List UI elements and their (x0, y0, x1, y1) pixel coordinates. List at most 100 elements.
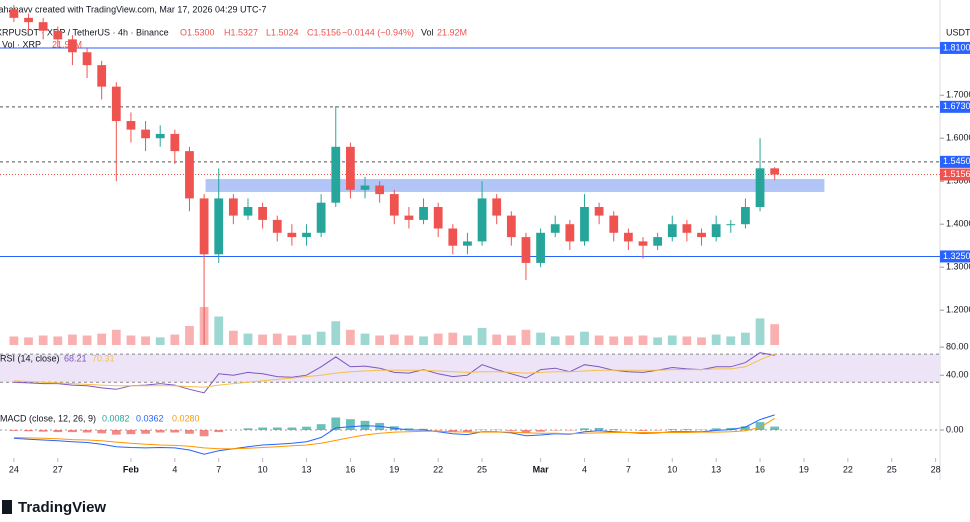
candle-body (214, 198, 224, 255)
candle-body (404, 215, 414, 220)
candle-body (331, 146, 341, 203)
histogram-bar (53, 430, 63, 433)
volume-bar (667, 335, 677, 345)
volume-bar (550, 336, 560, 345)
volume-bar (126, 335, 136, 345)
y-tick-label: 40.00 (946, 370, 969, 380)
volume-bar (272, 333, 282, 345)
logo-mark (2, 500, 12, 514)
histogram-bar (214, 430, 224, 433)
volume-bar (228, 330, 238, 345)
histogram-bar (331, 417, 341, 430)
change: −0.0144 (−0.94%) (342, 27, 414, 37)
volume-bar (565, 335, 575, 345)
candle-body (155, 133, 165, 139)
credit: sahanavv created with TradingView.com, M… (0, 4, 266, 14)
histogram-bar (404, 428, 414, 430)
candle-body (68, 39, 77, 53)
y-tick-label: 80.00 (946, 341, 969, 351)
histogram-bar (155, 430, 165, 433)
candle-body (726, 224, 736, 226)
histogram-bar (97, 430, 107, 434)
level-label: 1.3250 (943, 251, 970, 261)
candle-body (594, 207, 604, 216)
candle-body (185, 151, 194, 199)
volume-bar (580, 331, 589, 345)
histogram-bar (346, 419, 355, 430)
level-tag (940, 100, 970, 113)
vol-value: 21.92M (437, 27, 467, 37)
histogram-bar (68, 430, 77, 433)
volume-bar (346, 329, 355, 345)
volume-bar (536, 332, 545, 345)
volume-bar (258, 334, 268, 345)
candle-body (228, 198, 238, 216)
candle-body (272, 219, 282, 233)
x-tick-label: 4 (582, 464, 587, 474)
currency: USDT (946, 27, 970, 37)
volume-bar (770, 324, 780, 345)
volume-bar (155, 337, 165, 345)
indicator-title: RSI (14, close) (0, 353, 60, 363)
volume-bar (594, 335, 604, 345)
histogram-bar (580, 428, 589, 430)
y-tick-label: 1.7000 (946, 90, 970, 100)
histogram-bar (536, 430, 545, 432)
candle-body (463, 241, 472, 246)
candle-body (126, 121, 136, 130)
vol-series-value: 21.92M (52, 39, 82, 49)
volume-bar (506, 335, 516, 345)
candle-body (389, 194, 399, 216)
volume-bar (287, 335, 297, 345)
candle-body (433, 207, 443, 229)
volume-bar (609, 336, 619, 345)
volume-bar (38, 335, 48, 345)
indicator-value: 0.0362 (136, 413, 164, 423)
histogram-bar (463, 430, 472, 433)
candle-body (667, 224, 677, 238)
histogram-bar (141, 430, 150, 434)
last-price-tag (940, 168, 970, 181)
candle-body (53, 30, 63, 40)
candle-body (258, 207, 268, 220)
candle-body (199, 198, 209, 255)
rsi-band (0, 354, 940, 383)
candle-body (38, 22, 48, 31)
histogram-bar (111, 430, 121, 435)
indicator-title: MACD (close, 12, 26, 9) (0, 413, 96, 423)
x-tick-label: 28 (931, 464, 941, 474)
x-tick-label: 24 (9, 464, 19, 474)
rsi-line (13, 353, 775, 388)
histogram-bar (770, 426, 780, 430)
x-tick-label: 4 (172, 464, 177, 474)
histogram-bar (185, 430, 194, 434)
candle-body (111, 86, 121, 122)
y-tick-label: 1.6000 (946, 133, 970, 143)
candle-body (536, 232, 545, 263)
volume-bar (711, 334, 721, 345)
candle-body (741, 207, 750, 225)
logo-text: TradingView (18, 499, 106, 516)
y-tick-label: 1.5000 (946, 176, 970, 186)
candle-body (141, 129, 150, 139)
histogram-bar (594, 427, 604, 430)
level-label: 1.5450 (943, 156, 970, 166)
candle-body (638, 241, 648, 246)
candle-body (711, 224, 721, 238)
volume-bar (214, 316, 224, 345)
volume-bar (419, 336, 428, 345)
histogram-bar (82, 430, 92, 433)
volume-bar (404, 335, 414, 345)
candle-body (580, 207, 589, 242)
ohlc-low: L1.5024 (266, 27, 299, 37)
last-price-label: 1.5156 (943, 169, 970, 179)
candle-body (755, 168, 765, 208)
indicator-value: 0.0280 (172, 413, 200, 423)
volume-bar (82, 335, 92, 345)
volume-bar (141, 336, 150, 345)
volume-bar (111, 329, 121, 345)
x-tick-label: 10 (667, 464, 677, 474)
volume-bar (389, 334, 399, 345)
candle-body (506, 215, 516, 238)
